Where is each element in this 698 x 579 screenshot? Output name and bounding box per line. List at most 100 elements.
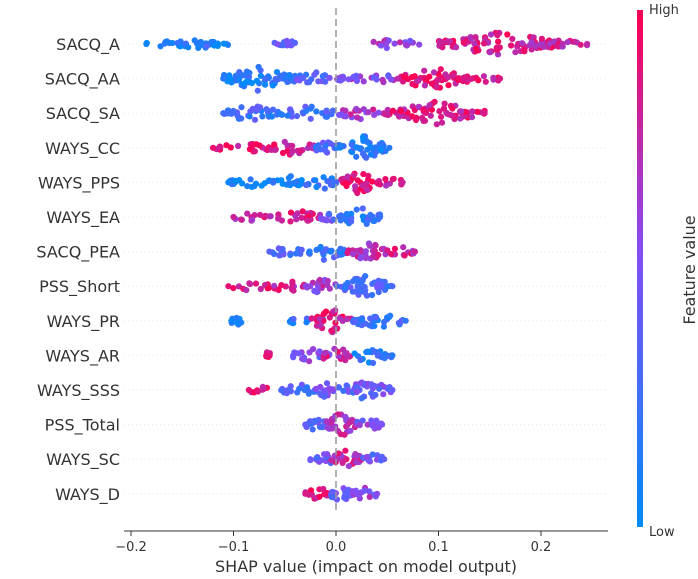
shap-point [248, 80, 255, 87]
beeswarm-points [143, 29, 591, 503]
shap-point [480, 73, 487, 80]
shap-point [212, 42, 219, 49]
shap-point [289, 280, 296, 287]
shap-point [294, 210, 301, 217]
feature-label: SACQ_PEA [36, 243, 120, 263]
feature-rows [124, 43, 608, 495]
shap-point [362, 248, 369, 255]
shap-point [262, 81, 269, 88]
shap-point [471, 40, 478, 47]
shap-point [342, 447, 349, 454]
shap-point [308, 103, 315, 110]
shap-point [504, 31, 511, 38]
shap-point [252, 180, 260, 187]
shap-point [233, 314, 240, 322]
shap-point [347, 111, 354, 118]
shap-point [363, 180, 370, 187]
shap-point [374, 352, 381, 359]
shap-point [368, 381, 375, 388]
shap-point [440, 105, 448, 112]
shap-point [353, 105, 360, 113]
shap-point [335, 384, 342, 391]
shap-point [337, 77, 344, 84]
shap-point [373, 417, 380, 424]
shap-point [220, 40, 227, 47]
shap-point [353, 206, 360, 213]
shap-point [289, 142, 296, 149]
shap-point [375, 251, 382, 258]
shap-point [323, 308, 330, 315]
shap-point [409, 113, 416, 120]
shap-point [342, 113, 349, 120]
shap-point [364, 187, 371, 194]
shap-point [372, 391, 379, 398]
shap-point [371, 111, 378, 118]
shap-point [467, 76, 474, 83]
shap-point [353, 388, 360, 396]
shap-point [270, 179, 277, 186]
shap-point [353, 153, 360, 160]
shap-point [295, 350, 302, 357]
shap-point [315, 144, 322, 152]
shap-point [321, 350, 328, 357]
shap-point [382, 176, 389, 183]
shap-point [357, 490, 364, 497]
shap-point [279, 149, 287, 157]
shap-point [323, 108, 330, 115]
shap-point [444, 110, 451, 117]
shap-point [396, 39, 404, 46]
shap-point [384, 111, 391, 119]
shap-point [336, 213, 343, 220]
shap-point [414, 78, 422, 85]
shap-point [487, 31, 495, 38]
shap-point [313, 183, 320, 191]
shap-point [330, 386, 337, 393]
shap-point [353, 459, 360, 466]
shap-point [384, 106, 391, 113]
shap-point [344, 211, 351, 218]
shap-point [360, 150, 367, 157]
shap-point [388, 250, 395, 258]
shap-point [352, 451, 359, 458]
shap-point [308, 76, 315, 83]
shap-point [349, 416, 356, 423]
shap-point [292, 250, 300, 257]
shap-point [247, 176, 254, 183]
shap-point [394, 75, 401, 82]
shap-point [246, 280, 253, 287]
shap-point [278, 387, 285, 394]
shap-point [342, 180, 349, 187]
shap-point [332, 325, 339, 332]
shap-point [324, 424, 331, 431]
feature-label: WAYS_PPS [38, 173, 120, 193]
shap-point [340, 346, 347, 353]
shap-point [381, 456, 388, 463]
shap-point [359, 417, 366, 424]
shap-point [275, 215, 282, 222]
shap-point [495, 38, 502, 45]
shap-point [391, 40, 398, 47]
shap-point [318, 457, 325, 464]
shap-point [316, 390, 323, 397]
shap-point [329, 107, 336, 114]
shap-point [377, 42, 385, 49]
shap-point [390, 175, 397, 182]
shap-point [366, 493, 373, 500]
shap-point [324, 281, 331, 289]
shap-point [509, 35, 516, 43]
shap-point [371, 216, 379, 223]
shap-point [345, 76, 352, 83]
shap-point [316, 316, 323, 323]
shap-point [329, 488, 336, 495]
shap-point [303, 181, 310, 189]
shap-point [289, 148, 296, 155]
shap-point [359, 134, 367, 141]
shap-point [343, 456, 350, 463]
feature-label: SACQ_SA [46, 104, 120, 124]
shap-point [475, 77, 482, 84]
shap-point [383, 182, 390, 189]
shap-point [370, 38, 377, 46]
shap-point [381, 318, 388, 326]
shap-point [472, 34, 479, 41]
shap-point [232, 177, 239, 184]
